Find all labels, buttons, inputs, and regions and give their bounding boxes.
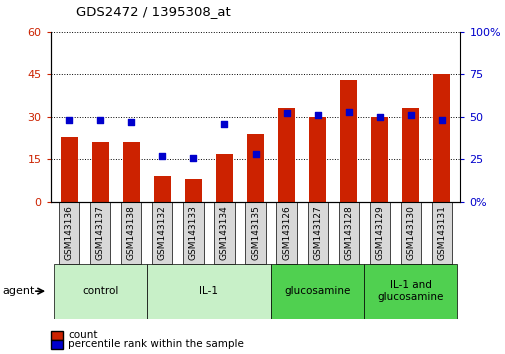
Bar — [184, 179, 201, 202]
Text: GSM143136: GSM143136 — [65, 205, 74, 260]
Bar — [401, 108, 419, 202]
FancyBboxPatch shape — [338, 202, 358, 264]
FancyBboxPatch shape — [369, 202, 389, 264]
FancyBboxPatch shape — [121, 202, 141, 264]
Point — [220, 121, 228, 126]
Text: GSM143126: GSM143126 — [281, 205, 290, 260]
FancyBboxPatch shape — [431, 202, 451, 264]
FancyBboxPatch shape — [54, 264, 146, 319]
Text: GSM143137: GSM143137 — [95, 205, 105, 260]
Bar — [123, 142, 139, 202]
FancyBboxPatch shape — [90, 202, 110, 264]
Point — [96, 118, 104, 123]
Bar — [91, 142, 109, 202]
FancyBboxPatch shape — [50, 331, 63, 340]
Text: IL-1 and
glucosamine: IL-1 and glucosamine — [377, 280, 443, 302]
FancyBboxPatch shape — [276, 202, 296, 264]
Bar — [432, 74, 449, 202]
Text: GSM143138: GSM143138 — [127, 205, 135, 260]
Text: GSM143135: GSM143135 — [250, 205, 260, 260]
Text: count: count — [68, 330, 97, 340]
Point — [437, 118, 445, 123]
Text: GSM143131: GSM143131 — [436, 205, 445, 260]
Point — [158, 153, 166, 159]
FancyBboxPatch shape — [59, 202, 79, 264]
FancyBboxPatch shape — [364, 264, 457, 319]
Text: GSM143132: GSM143132 — [158, 205, 167, 260]
Bar — [61, 137, 78, 202]
Text: GSM143129: GSM143129 — [375, 205, 383, 260]
Text: control: control — [82, 286, 118, 296]
Point — [344, 109, 352, 115]
FancyBboxPatch shape — [152, 202, 172, 264]
FancyBboxPatch shape — [400, 202, 420, 264]
FancyBboxPatch shape — [271, 264, 364, 319]
Bar — [339, 80, 357, 202]
Bar — [309, 117, 326, 202]
Text: GSM143127: GSM143127 — [313, 205, 322, 260]
Bar — [246, 134, 264, 202]
Text: percentile rank within the sample: percentile rank within the sample — [68, 339, 244, 349]
Text: GSM143130: GSM143130 — [406, 205, 415, 260]
Text: agent: agent — [3, 286, 35, 296]
Bar — [277, 108, 294, 202]
Bar — [371, 117, 387, 202]
Text: GSM143134: GSM143134 — [220, 205, 229, 260]
Point — [313, 112, 321, 118]
Point — [127, 119, 135, 125]
Bar — [216, 154, 233, 202]
Text: glucosamine: glucosamine — [284, 286, 350, 296]
FancyBboxPatch shape — [245, 202, 265, 264]
Text: GDS2472 / 1395308_at: GDS2472 / 1395308_at — [76, 5, 230, 18]
Point — [406, 112, 414, 118]
Bar — [154, 176, 171, 202]
Text: GSM143133: GSM143133 — [188, 205, 197, 260]
Point — [282, 110, 290, 116]
FancyBboxPatch shape — [146, 264, 271, 319]
Point — [375, 114, 383, 120]
Point — [251, 152, 259, 157]
Point — [65, 118, 73, 123]
FancyBboxPatch shape — [307, 202, 327, 264]
FancyBboxPatch shape — [50, 340, 63, 349]
FancyBboxPatch shape — [214, 202, 234, 264]
FancyBboxPatch shape — [183, 202, 203, 264]
Text: GSM143128: GSM143128 — [343, 205, 352, 260]
Text: IL-1: IL-1 — [199, 286, 218, 296]
Point — [189, 155, 197, 160]
